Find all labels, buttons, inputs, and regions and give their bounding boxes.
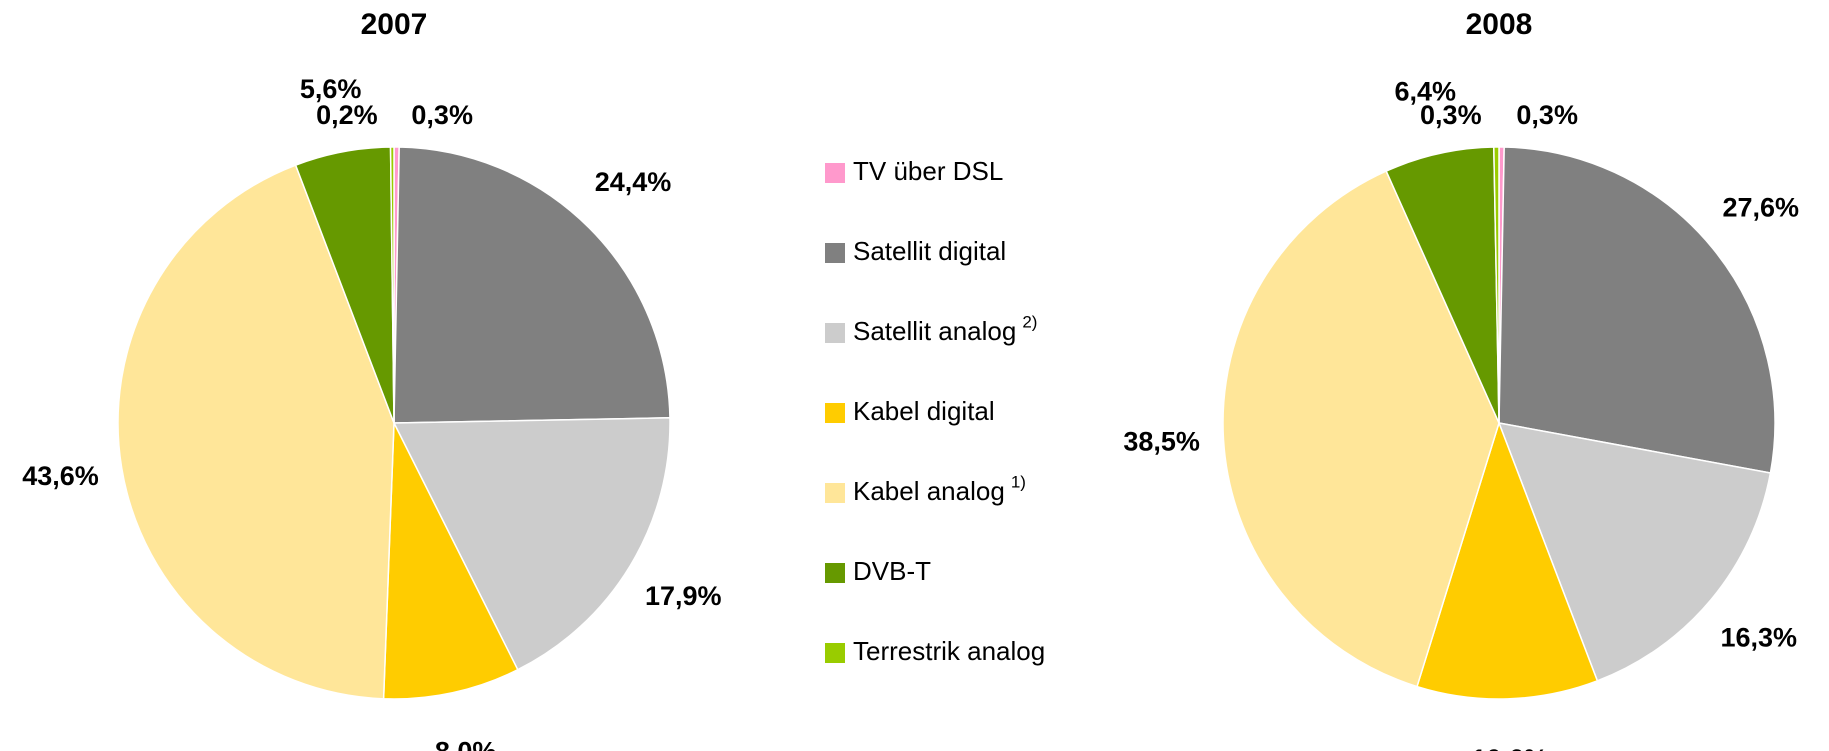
value-label: 5,6% (300, 74, 362, 104)
legend-swatch (825, 243, 845, 263)
legend-label: Kabel digital (853, 396, 995, 426)
value-label: 38,5% (1123, 426, 1200, 456)
legend-label: Satellit digital (853, 236, 1006, 266)
legend-label: Satellit analog (853, 316, 1016, 346)
legend-swatch (825, 403, 845, 423)
value-label: 43,6% (22, 461, 99, 491)
value-label: 0,2% (316, 100, 378, 130)
pie-slice (1385, 146, 1500, 424)
chart-title: 2007 (361, 8, 428, 41)
pie-slice (117, 164, 395, 700)
pie-slice (393, 146, 671, 424)
chart-title: 2008 (1466, 8, 1533, 41)
legend-swatch (825, 323, 845, 343)
value-label: 27,6% (1723, 192, 1800, 222)
pie-slice (1493, 146, 1500, 424)
value-label: 17,9% (645, 581, 722, 611)
value-label: 8,0% (435, 736, 497, 751)
value-label: 6,4% (1394, 76, 1456, 106)
pie-slice (1222, 170, 1500, 688)
legend-swatch (825, 643, 845, 663)
value-label: 0,3% (1516, 100, 1578, 130)
pie-slice (392, 417, 671, 671)
legend-swatch (825, 163, 845, 183)
legend-swatch (825, 483, 845, 503)
pie-slice (1497, 422, 1772, 682)
legend-note: 1) (1011, 472, 1026, 491)
legend-swatch (825, 563, 845, 583)
value-label: 24,4% (595, 167, 672, 197)
pie-slice (1416, 420, 1599, 700)
value-label: 0,3% (411, 100, 473, 130)
pie-slice (382, 422, 519, 700)
legend-label: DVB-T (853, 556, 931, 586)
legend-label: Kabel analog (853, 476, 1005, 506)
value-label: 10,6% (1471, 744, 1548, 751)
pie-slice (1498, 146, 1776, 474)
legend-label: TV über DSL (853, 156, 1003, 186)
pie-slice (389, 146, 395, 424)
value-label: 0,3% (1420, 100, 1482, 130)
legend-label: Terrestrik analog (853, 636, 1045, 666)
legend-note: 2) (1022, 312, 1037, 331)
value-label: 16,3% (1720, 622, 1797, 652)
